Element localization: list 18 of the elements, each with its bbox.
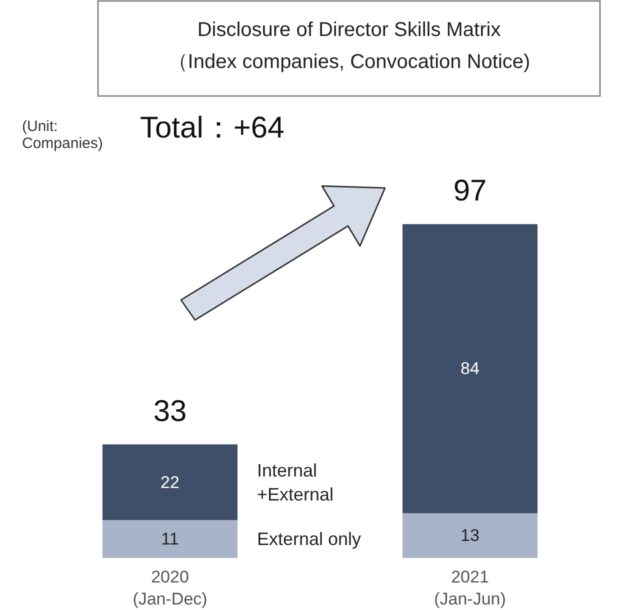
text: Total：+64	[140, 112, 284, 144]
chart-subtitle: （Index companies, Convocation Notice)	[168, 51, 530, 73]
total-label: 97	[453, 174, 487, 208]
data-label: 84	[460, 359, 480, 378]
bar	[402, 224, 538, 514]
bar	[402, 513, 538, 558]
series-label: Internal +External	[257, 460, 334, 504]
text: (Unit: Companies)	[22, 118, 103, 152]
total-label: 33	[153, 394, 187, 428]
data-label: 22	[160, 472, 180, 492]
data-label: 13	[460, 526, 480, 546]
data-label: 11	[161, 530, 179, 549]
series-label: External only	[257, 529, 362, 550]
bar	[102, 444, 238, 520]
bar	[102, 520, 238, 558]
x-tick-label: 2020 (Jan-Dec)	[132, 568, 208, 608]
chart-title: Disclosure of Director Skills Matrix	[197, 19, 501, 41]
x-tick-label: 2021 (Jan-Jun)	[434, 568, 506, 608]
